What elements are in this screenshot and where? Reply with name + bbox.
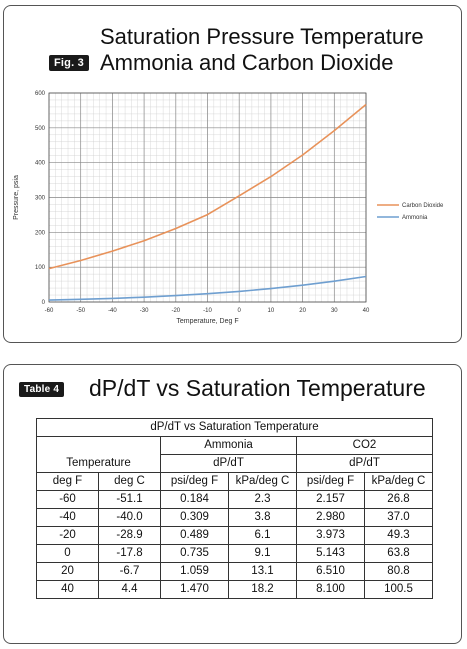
cell: 0.184 — [160, 490, 229, 509]
cell: 5.143 — [296, 544, 365, 563]
x-axis-label: Temperature, Deg F — [176, 318, 238, 325]
table-group-row: Ammonia CO2 — [36, 436, 433, 455]
x-tick-label: 30 — [331, 308, 338, 314]
table-section-title: dP/dT vs Saturation Temperature — [89, 375, 426, 401]
table-panel: Table 4 dP/dT vs Saturation Temperature … — [3, 364, 462, 644]
cell: 2.3 — [228, 490, 297, 509]
y-tick-label: 300 — [35, 196, 46, 202]
table-row: 0 -17.8 0.735 9.1 5.143 63.8 — [36, 544, 433, 563]
cell: 6.510 — [296, 562, 365, 581]
cell: 100.5 — [364, 580, 433, 599]
group-ammonia: Ammonia — [160, 436, 297, 455]
figure-title-line2: Ammonia and Carbon Dioxide — [100, 50, 394, 75]
cell: 20 — [36, 562, 99, 581]
cell: -20 — [36, 526, 99, 545]
cell: 1.059 — [160, 562, 229, 581]
cell: 0.735 — [160, 544, 229, 563]
cell: 6.1 — [228, 526, 297, 545]
y-tick-label: 600 — [35, 91, 46, 97]
table-badge: Table 4 — [19, 382, 65, 397]
x-tick-label: 40 — [363, 308, 370, 314]
sub-co2: dP/dT — [296, 454, 433, 473]
cell: 9.1 — [228, 544, 297, 563]
cell: 0.489 — [160, 526, 229, 545]
column-header-row: deg F deg C psi/deg F kPa/deg C psi/deg … — [36, 472, 433, 491]
table-row: -60 -51.1 0.184 2.3 2.157 26.8 — [36, 490, 433, 509]
cell: 63.8 — [364, 544, 433, 563]
x-tick-label: -10 — [203, 308, 212, 314]
table-row: -40 -40.0 0.309 3.8 2.980 37.0 — [36, 508, 433, 527]
y-tick-label: 100 — [35, 265, 46, 271]
chart-axes: -60 -50 -40 -30 -20 -10 0 10 20 30 400100200300400… — [35, 91, 370, 314]
x-tick-label: 20 — [299, 308, 306, 314]
col-header: psi/deg F — [160, 472, 229, 491]
figure-title-line1: Saturation Pressure Temperature — [100, 24, 424, 49]
figure-badge: Fig. 3 — [49, 55, 89, 71]
series-line-1 — [48, 275, 367, 301]
table-title-row: dP/dT vs Saturation Temperature — [36, 418, 433, 437]
cell: 8.100 — [296, 580, 365, 599]
cell: 26.8 — [364, 490, 433, 509]
blank-cell — [36, 436, 161, 455]
dpdt-table: dP/dT vs Saturation Temperature Ammonia … — [36, 418, 433, 599]
y-tick-label: 400 — [35, 161, 46, 167]
col-header: deg F — [36, 472, 99, 491]
pressure-temperature-chart: -60 -50 -40 -30 -20 -10 0 10 20 30 400100200300400… — [13, 91, 444, 325]
cell: 49.3 — [364, 526, 433, 545]
cell: -6.7 — [98, 562, 161, 581]
figure-panel: Saturation Pressure Temperature Fig. 3 A… — [3, 5, 462, 343]
chart-series — [48, 103, 367, 301]
cell: 3.973 — [296, 526, 365, 545]
cell: 0.309 — [160, 508, 229, 527]
table-sub-row: Temperature dP/dT dP/dT — [36, 454, 433, 473]
table-row: 20 -6.7 1.059 13.1 6.510 80.8 — [36, 562, 433, 581]
cell: 3.8 — [228, 508, 297, 527]
temperature-header: Temperature — [36, 454, 161, 473]
x-tick-label: -50 — [76, 308, 85, 314]
table-row: -20 -28.9 0.489 6.1 3.973 49.3 — [36, 526, 433, 545]
cell: -28.9 — [98, 526, 161, 545]
series-line-0 — [48, 103, 367, 270]
table-row: 40 4.4 1.470 18.2 8.100 100.5 — [36, 580, 433, 599]
chart-grid — [48, 92, 367, 303]
plot-frame — [48, 92, 367, 303]
cell: 37.0 — [364, 508, 433, 527]
cell: -60 — [36, 490, 99, 509]
y-tick-label: 0 — [42, 300, 46, 306]
x-tick-label: 0 — [238, 308, 242, 314]
cell: 18.2 — [228, 580, 297, 599]
cell: 4.4 — [98, 580, 161, 599]
cell: -40.0 — [98, 508, 161, 527]
cell: -51.1 — [98, 490, 161, 509]
x-tick-label: -30 — [140, 308, 149, 314]
y-tick-label: 500 — [35, 126, 46, 132]
x-tick-label: -60 — [45, 308, 54, 314]
y-axis-label: Pressure, psia — [13, 175, 20, 220]
sub-ammonia: dP/dT — [160, 454, 297, 473]
group-co2: CO2 — [296, 436, 433, 455]
col-header: psi/deg F — [296, 472, 365, 491]
legend-entry-0: Carbon Dioxide — [402, 203, 444, 209]
y-tick-label: 200 — [35, 230, 46, 236]
x-tick-label: 10 — [268, 308, 275, 314]
col-header: deg C — [98, 472, 161, 491]
cell: 0 — [36, 544, 99, 563]
cell: -17.8 — [98, 544, 161, 563]
cell: 13.1 — [228, 562, 297, 581]
col-header: kPa/deg C — [228, 472, 297, 491]
col-header: kPa/deg C — [364, 472, 433, 491]
cell: 2.980 — [296, 508, 365, 527]
cell: 40 — [36, 580, 99, 599]
legend-entry-1: Ammonia — [402, 215, 428, 221]
table-title: dP/dT vs Saturation Temperature — [36, 418, 433, 437]
chart-legend: Carbon Dioxide Ammonia — [377, 203, 444, 221]
cell: 2.157 — [296, 490, 365, 509]
x-tick-label: -40 — [108, 308, 117, 314]
cell: 1.470 — [160, 580, 229, 599]
cell: -40 — [36, 508, 99, 527]
cell: 80.8 — [364, 562, 433, 581]
x-tick-label: -20 — [171, 308, 180, 314]
